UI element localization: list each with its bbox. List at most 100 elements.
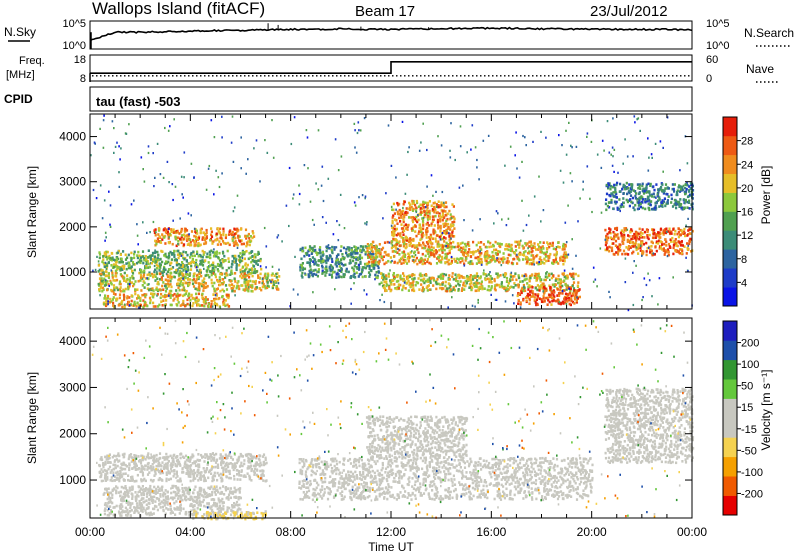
data-cell-r0 xyxy=(171,456,174,460)
data-cell-r7 xyxy=(514,240,517,244)
data-cell-r4 xyxy=(361,275,364,279)
data-cell-r6 xyxy=(575,301,578,304)
data-cell-r10 xyxy=(679,188,682,191)
data-cell-r8 xyxy=(442,202,445,206)
data-cell-r1 xyxy=(213,281,216,285)
data-cell-r0 xyxy=(176,269,179,273)
data-cell-r5 xyxy=(397,279,400,283)
data-cell-r0 xyxy=(110,258,113,262)
data-cell-r5 xyxy=(470,288,473,291)
data-cell-r0 xyxy=(166,270,170,274)
data-cell-r7 xyxy=(465,245,468,248)
data-cell-r7 xyxy=(533,256,536,259)
data-cell-r10 xyxy=(658,205,661,208)
data-cell-r2 xyxy=(112,304,115,307)
data-cell-r5 xyxy=(412,280,415,283)
data-cell-r0 xyxy=(235,264,238,268)
data-cell-r7 xyxy=(452,240,455,244)
data-cell-r7 xyxy=(549,242,552,245)
data-cell-r7 xyxy=(563,257,566,261)
data-cell-r4 xyxy=(340,258,343,261)
data-cell-r0 xyxy=(251,268,254,272)
data-cell-r0 xyxy=(121,260,124,264)
data-cell-r4 xyxy=(326,245,329,248)
data-cell-r7 xyxy=(418,261,421,264)
data-cell-r9 xyxy=(677,231,680,234)
data-cell-r4 xyxy=(320,260,323,263)
scatter-cell xyxy=(568,121,570,124)
data-cell-r2 xyxy=(123,298,126,301)
scatter-cell xyxy=(592,280,595,283)
scatter-cell xyxy=(613,170,615,173)
data-cell-r8 xyxy=(416,201,419,205)
data-cell-r9 xyxy=(628,235,631,238)
data-cell-r2 xyxy=(182,294,185,298)
data-cell-r10 xyxy=(663,197,666,200)
scatter-cell xyxy=(236,246,239,249)
data-cell-r5 xyxy=(521,280,524,283)
data-cell-r3 xyxy=(225,233,228,237)
data-cell-r8 xyxy=(426,215,429,219)
data-cell-r9 xyxy=(641,253,644,256)
data-cell-r3 xyxy=(177,240,180,243)
data-cell-r1 xyxy=(140,289,143,292)
data-cell-r9 xyxy=(616,233,619,236)
scatter-cell xyxy=(430,174,433,177)
data-cell-r3 xyxy=(195,229,198,233)
data-cell-r0 xyxy=(182,269,185,272)
data-cell-r10 xyxy=(648,190,651,193)
freq-tick-top: 18 xyxy=(74,54,86,66)
data-cell-r0 xyxy=(159,264,162,267)
data-cell-r5 xyxy=(559,278,562,281)
data-cell-r9 xyxy=(626,238,629,242)
data-cell-r2 xyxy=(226,293,229,297)
scatter-cell xyxy=(211,271,213,274)
data-cell-r0 xyxy=(183,257,186,261)
data-cell-r0 xyxy=(128,466,131,470)
data-cell-r0 xyxy=(131,270,134,273)
data-cell-r10 xyxy=(619,182,622,186)
data-cell-r4 xyxy=(308,254,311,257)
data-cell-r10 xyxy=(615,200,618,204)
data-cell-r0 xyxy=(130,257,133,260)
data-cell-r8 xyxy=(405,213,408,216)
data-cell-r5 xyxy=(437,275,440,278)
data-cell-r9 xyxy=(606,246,609,249)
data-cell-r5 xyxy=(477,287,480,290)
data-cell-r8 xyxy=(431,208,434,211)
data-cell-r8 xyxy=(402,202,405,206)
data-cell-r3 xyxy=(153,229,156,232)
data-cell-r7 xyxy=(412,255,415,259)
scatter-cell xyxy=(213,193,215,196)
scatter-cell xyxy=(524,136,526,139)
data-cell-r7 xyxy=(436,257,439,260)
data-cell-r8 xyxy=(422,206,425,209)
data-cell-r1 xyxy=(248,272,251,276)
scatter-cell xyxy=(477,301,479,304)
data-cell-r2 xyxy=(184,304,187,308)
data-cell-r9 xyxy=(664,229,667,232)
data-cell-r4 xyxy=(315,251,318,254)
data-cell-r5 xyxy=(445,289,449,293)
data-cell-r0 xyxy=(206,266,209,269)
data-cell-r7 xyxy=(438,254,441,257)
data-cell-r6 xyxy=(553,290,556,294)
data-cell-r3 xyxy=(224,242,227,245)
data-cell-r7 xyxy=(497,257,500,260)
data-cell-r0 xyxy=(190,264,193,268)
data-cell-r1 xyxy=(136,288,139,291)
data-cell-r5 xyxy=(518,276,521,280)
data-cell-r3 xyxy=(219,227,222,231)
cpid-label: CPID xyxy=(4,92,33,106)
data-cell-r9 xyxy=(657,234,660,238)
data-cell-r7 xyxy=(558,246,561,249)
data-cell-r5 xyxy=(480,280,483,283)
cpid-panel xyxy=(89,86,693,112)
scatter-cell xyxy=(633,260,635,263)
data-cell-r3 xyxy=(233,227,236,231)
scatter-cell xyxy=(571,238,573,241)
scatter-cell xyxy=(263,226,266,230)
data-cell-r2 xyxy=(197,303,200,306)
scatter-cell xyxy=(453,246,456,249)
